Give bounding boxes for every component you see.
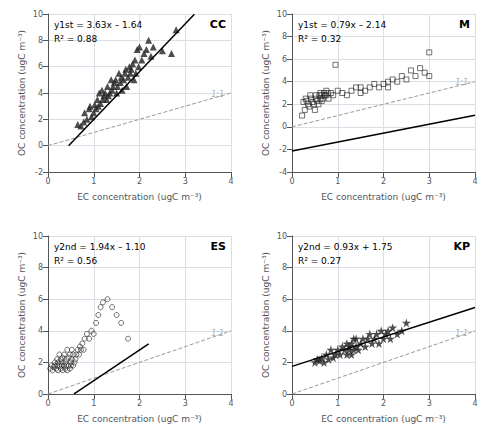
svg-text:-2: -2: [35, 168, 43, 177]
svg-text:10: 10: [33, 232, 43, 241]
svg-text:4: 4: [472, 177, 477, 186]
svg-text:8: 8: [38, 36, 43, 45]
svg-text:1: 1: [335, 177, 340, 186]
svg-text:1:1: 1:1: [211, 90, 224, 99]
svg-text:OC concentration (ugC m⁻³): OC concentration (ugC m⁻³): [17, 30, 27, 156]
svg-text:1:1: 1:1: [211, 329, 224, 338]
svg-text:1: 1: [91, 177, 96, 186]
svg-text:y2nd = 0.93x + 1.75: y2nd = 0.93x + 1.75: [298, 242, 392, 252]
svg-text:0: 0: [38, 390, 43, 399]
svg-text:3: 3: [183, 177, 188, 186]
svg-text:4: 4: [228, 177, 233, 186]
svg-text:OC concentration (ugC m⁻³): OC concentration (ugC m⁻³): [261, 252, 271, 378]
svg-text:0: 0: [45, 399, 50, 408]
svg-text:2: 2: [38, 358, 43, 367]
svg-text:1:1: 1:1: [455, 78, 468, 87]
svg-text:0: 0: [45, 177, 50, 186]
svg-text:2: 2: [282, 358, 287, 367]
svg-text:2: 2: [38, 115, 43, 124]
svg-text:0: 0: [38, 141, 43, 150]
svg-text:8: 8: [282, 263, 287, 272]
svg-text:2: 2: [381, 399, 386, 408]
svg-text:OC concentration (ugC m⁻³): OC concentration (ugC m⁻³): [17, 252, 27, 378]
svg-text:3: 3: [183, 399, 188, 408]
svg-text:10: 10: [33, 10, 43, 19]
svg-text:10: 10: [277, 10, 287, 19]
svg-text:4: 4: [282, 326, 287, 335]
svg-text:EC concentration (ugC m⁻³): EC concentration (ugC m⁻³): [77, 192, 202, 202]
svg-text:1: 1: [335, 399, 340, 408]
svg-text:R² = 0.27: R² = 0.27: [298, 256, 341, 266]
svg-text:10: 10: [277, 232, 287, 241]
svg-text:y2nd = 1.94x – 1.10: y2nd = 1.94x – 1.10: [54, 242, 146, 252]
svg-text:4: 4: [472, 399, 477, 408]
svg-text:ES: ES: [211, 240, 227, 253]
svg-text:6: 6: [38, 295, 43, 304]
svg-text:3: 3: [427, 399, 432, 408]
svg-text:2: 2: [282, 100, 287, 109]
svg-text:0: 0: [289, 399, 294, 408]
svg-text:R² = 0.88: R² = 0.88: [54, 34, 97, 44]
svg-text:0: 0: [282, 390, 287, 399]
svg-text:4: 4: [228, 399, 233, 408]
svg-text:-4: -4: [279, 168, 287, 177]
svg-text:KP: KP: [453, 240, 470, 253]
svg-text:EC concentration (ugC m⁻³): EC concentration (ugC m⁻³): [321, 414, 446, 424]
svg-text:1:1: 1:1: [455, 329, 468, 338]
svg-text:6: 6: [282, 55, 287, 64]
svg-text:R² = 0.56: R² = 0.56: [54, 256, 97, 266]
svg-text:2: 2: [137, 399, 142, 408]
svg-text:4: 4: [38, 89, 43, 98]
svg-text:y1st = 0.79x – 2.14: y1st = 0.79x – 2.14: [298, 20, 386, 30]
svg-text:1: 1: [91, 399, 96, 408]
svg-text:R² = 0.32: R² = 0.32: [298, 34, 341, 44]
svg-text:4: 4: [38, 326, 43, 335]
svg-text:6: 6: [282, 295, 287, 304]
svg-text:OC concentration (ugC m⁻³): OC concentration (ugC m⁻³): [261, 30, 271, 156]
svg-text:6: 6: [38, 62, 43, 71]
svg-text:CC: CC: [210, 18, 226, 31]
svg-text:0: 0: [289, 177, 294, 186]
svg-text:-2: -2: [279, 145, 287, 154]
svg-text:M: M: [459, 18, 470, 31]
svg-text:4: 4: [282, 77, 287, 86]
svg-text:2: 2: [137, 177, 142, 186]
svg-text:8: 8: [38, 263, 43, 272]
svg-text:2: 2: [381, 177, 386, 186]
svg-text:EC concentration (ugC m⁻³): EC concentration (ugC m⁻³): [321, 192, 446, 202]
svg-text:y1st = 3.63x – 1.64: y1st = 3.63x – 1.64: [54, 20, 142, 30]
svg-text:EC concentration (ugC m⁻³): EC concentration (ugC m⁻³): [77, 414, 202, 424]
svg-text:8: 8: [282, 32, 287, 41]
svg-text:0: 0: [282, 122, 287, 131]
svg-text:3: 3: [427, 177, 432, 186]
